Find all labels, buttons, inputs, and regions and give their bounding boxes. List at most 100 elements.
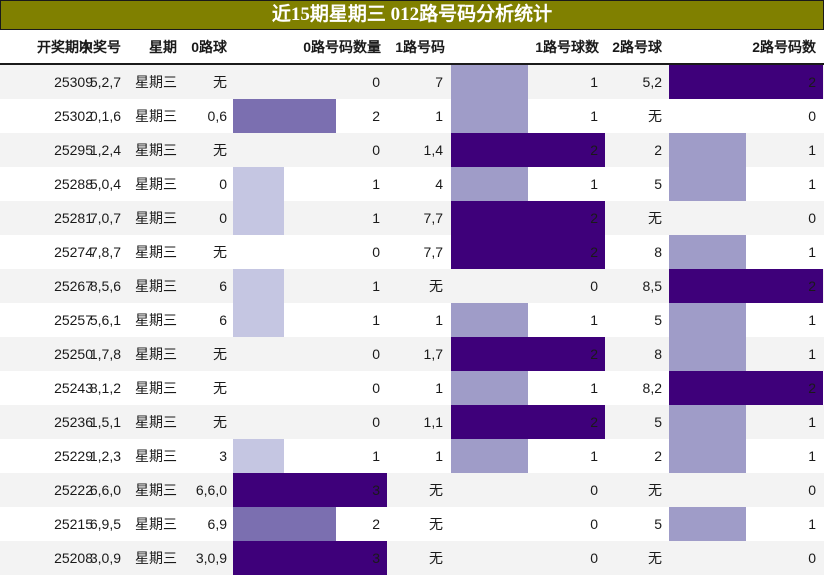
issue-cell: 25274 (54, 244, 93, 260)
road1-count-value: 2 (590, 142, 598, 158)
road2-count-bar (669, 167, 746, 201)
road1-balls-cell: 1,4 (423, 142, 443, 158)
road2-count-value: 1 (808, 312, 816, 328)
road0-count-value: 0 (372, 74, 380, 90)
road0-count-value: 1 (372, 210, 380, 226)
road1-balls-cell: 7,7 (423, 244, 443, 260)
numbers-cell: 7,0,7 (89, 210, 121, 226)
weekday-cell: 星期三 (135, 176, 177, 192)
road0-count-value: 2 (372, 108, 380, 124)
road2-count-value: 0 (808, 108, 816, 124)
road0-balls-cell: 3 (219, 448, 227, 464)
road2-balls-cell: 5 (654, 516, 662, 532)
road2-balls-cell: 无 (648, 550, 662, 566)
road2-balls-cell: 2 (654, 448, 662, 464)
numbers-cell: 6,6,0 (89, 482, 121, 498)
table-row: 25302 0,1,6 星期三 0,6 2 1 1 无 0 (0, 99, 824, 133)
road1-count-bar (451, 235, 605, 269)
table-body: 25309 5,2,7 星期三无 0 7 1 5,2 2 25302 0,1,6 星期三 0,6 2 1 1… (0, 65, 824, 575)
issue-cell: 25295 (54, 142, 93, 158)
road1-balls-cell: 无 (429, 550, 443, 566)
table-row: 25288 5,0,4 星期三 0 1 4 1 5 1 (0, 167, 824, 201)
header-road0-balls: 0路球 (191, 39, 227, 55)
road2-count-bar (669, 269, 823, 303)
road1-count-value: 0 (590, 278, 598, 294)
weekday-cell: 星期三 (135, 448, 177, 464)
weekday-cell: 星期三 (135, 244, 177, 260)
road2-count-value: 1 (808, 142, 816, 158)
table-row: 25208 3,0,9 星期三 3,0,9 3 无 0 无 0 (0, 541, 824, 575)
numbers-cell: 1,7,8 (89, 346, 121, 362)
table-row: 25222 6,6,0 星期三 6,6,0 3 无 0 无 0 (0, 473, 824, 507)
numbers-cell: 1,2,3 (89, 448, 121, 464)
weekday-cell: 星期三 (135, 516, 177, 532)
road0-balls-cell: 无 (213, 74, 227, 90)
table-row: 25267 8,5,6 星期三 6 1 无 0 8,5 2 (0, 269, 824, 303)
road0-count-bar (233, 167, 284, 201)
table-row: 25250 1,7,8 星期三 无 0 1,7 2 8 1 (0, 337, 824, 371)
issue-cell: 25229 (54, 448, 93, 464)
road2-count-value: 0 (808, 550, 816, 566)
weekday-cell: 星期三 (135, 142, 177, 158)
road1-balls-cell: 无 (429, 278, 443, 294)
numbers-cell: 5,2,7 (89, 74, 121, 90)
table-title: 近15期星期三 012路号码分析统计 (0, 0, 824, 30)
header-road1-count: 1路号球数 (535, 39, 599, 55)
numbers-cell: 5,0,4 (89, 176, 121, 192)
table-row: 25274 7,8,7 星期三 无 0 7,7 2 8 1 (0, 235, 824, 269)
road0-count-value: 1 (372, 176, 380, 192)
numbers-cell: 8,5,6 (89, 278, 121, 294)
road1-count-bar (451, 65, 528, 99)
numbers-cell: 0,1,6 (89, 108, 121, 124)
road0-count-value: 0 (372, 244, 380, 260)
road2-count-value: 2 (808, 380, 816, 396)
road0-balls-cell: 无 (213, 142, 227, 158)
header-road0-count: 0路号码数量 (303, 39, 381, 55)
road0-count-value: 3 (372, 482, 380, 498)
issue-cell: 25281 (54, 210, 93, 226)
road1-balls-cell: 无 (429, 516, 443, 532)
table-row: 25243 8,1,2 星期三 无 0 1 1 8,2 2 (0, 371, 824, 405)
road0-balls-cell: 0 (219, 176, 227, 192)
numbers-cell: 7,8,7 (89, 244, 121, 260)
road0-count-value: 3 (372, 550, 380, 566)
road1-count-value: 1 (590, 108, 598, 124)
road0-count-bar (233, 507, 336, 541)
table-row: 25295 1,2,4 星期三 无 0 1,4 2 2 1 (0, 133, 824, 167)
road2-balls-cell: 8,2 (642, 380, 662, 396)
weekday-cell: 星期三 (135, 278, 177, 294)
road0-balls-cell: 6 (219, 312, 227, 328)
road1-count-value: 2 (590, 346, 598, 362)
road0-count-value: 0 (372, 380, 380, 396)
road0-count-bar (233, 201, 284, 235)
road2-count-bar (669, 133, 746, 167)
road2-balls-cell: 2 (654, 142, 662, 158)
road1-count-bar (451, 99, 528, 133)
road2-balls-cell: 5,2 (642, 74, 662, 90)
road1-count-value: 1 (590, 448, 598, 464)
road2-count-bar (669, 371, 823, 405)
road1-balls-cell: 7,7 (423, 210, 443, 226)
road0-count-bar (233, 303, 284, 337)
table-row: 25215 6,9,5 星期三 6,9 2 无 0 5 1 (0, 507, 824, 541)
road1-balls-cell: 1,1 (423, 414, 443, 430)
road0-balls-cell: 3,0,9 (195, 550, 227, 566)
road1-count-bar (451, 201, 605, 235)
road2-balls-cell: 8 (654, 346, 662, 362)
issue-cell: 25257 (54, 312, 93, 328)
road1-count-value: 0 (590, 482, 598, 498)
road1-count-value: 1 (590, 312, 598, 328)
road1-count-bar (451, 405, 605, 439)
issue-cell: 25302 (54, 108, 93, 124)
road2-balls-cell: 5 (654, 176, 662, 192)
road1-count-bar (451, 371, 528, 405)
road1-count-bar (451, 133, 605, 167)
road2-balls-cell: 5 (654, 414, 662, 430)
weekday-cell: 星期三 (135, 482, 177, 498)
road1-balls-cell: 7 (435, 74, 443, 90)
road0-count-bar (233, 99, 336, 133)
road0-count-value: 1 (372, 312, 380, 328)
header-road2-balls: 2路号球 (612, 39, 662, 55)
road1-balls-cell: 1 (435, 448, 443, 464)
road2-count-bar (669, 507, 746, 541)
